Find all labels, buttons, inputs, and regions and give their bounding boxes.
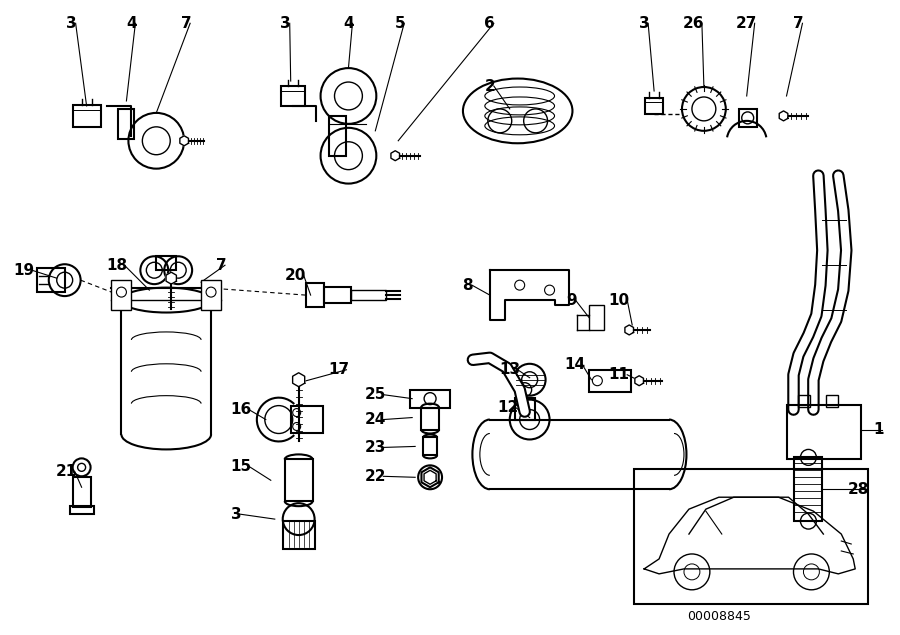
- Polygon shape: [779, 111, 788, 121]
- Text: 1: 1: [873, 422, 884, 437]
- Text: 10: 10: [608, 293, 630, 307]
- Text: 3: 3: [281, 16, 291, 30]
- Text: 00008845: 00008845: [687, 610, 751, 623]
- Bar: [119, 109, 134, 139]
- Text: 18: 18: [106, 258, 127, 272]
- Polygon shape: [424, 471, 436, 485]
- Polygon shape: [625, 325, 634, 335]
- Text: 27: 27: [736, 16, 758, 30]
- Text: 8: 8: [463, 277, 473, 293]
- Text: 11: 11: [608, 367, 630, 382]
- Bar: [73, 478, 91, 507]
- Text: 19: 19: [14, 263, 34, 277]
- Polygon shape: [166, 272, 176, 284]
- Bar: [423, 438, 437, 455]
- Text: 3: 3: [230, 507, 241, 521]
- Bar: [37, 268, 65, 292]
- Text: 20: 20: [285, 268, 306, 283]
- Bar: [798, 395, 810, 406]
- Bar: [645, 98, 663, 114]
- Text: 21: 21: [56, 464, 77, 479]
- Bar: [291, 406, 322, 434]
- Bar: [306, 283, 324, 307]
- Polygon shape: [292, 373, 305, 387]
- Polygon shape: [180, 136, 188, 146]
- Text: 25: 25: [364, 387, 386, 402]
- Text: 17: 17: [328, 363, 349, 377]
- Text: 14: 14: [564, 358, 585, 372]
- Bar: [515, 398, 535, 420]
- Bar: [739, 109, 757, 127]
- Bar: [421, 408, 439, 429]
- Bar: [795, 457, 823, 521]
- Text: 4: 4: [343, 16, 354, 30]
- Text: 15: 15: [230, 459, 251, 474]
- Text: 5: 5: [395, 16, 406, 30]
- Text: 3: 3: [639, 16, 650, 30]
- Text: 2: 2: [484, 79, 495, 93]
- Text: 23: 23: [364, 440, 386, 455]
- Bar: [826, 395, 838, 406]
- Polygon shape: [634, 376, 644, 385]
- Text: 9: 9: [566, 293, 577, 307]
- Text: 22: 22: [364, 469, 386, 484]
- Text: 7: 7: [181, 16, 192, 30]
- Text: 4: 4: [126, 16, 137, 30]
- Bar: [73, 105, 101, 127]
- Bar: [157, 257, 176, 271]
- Bar: [634, 469, 868, 604]
- Text: 6: 6: [484, 16, 495, 30]
- Bar: [590, 305, 604, 330]
- Bar: [201, 280, 221, 310]
- Polygon shape: [391, 150, 400, 161]
- Bar: [69, 506, 94, 514]
- Text: 26: 26: [683, 16, 705, 30]
- Text: 24: 24: [364, 412, 386, 427]
- Bar: [351, 290, 386, 300]
- Text: 3: 3: [67, 16, 77, 30]
- Bar: [284, 459, 312, 501]
- Bar: [281, 86, 304, 106]
- Polygon shape: [490, 271, 570, 320]
- Bar: [112, 280, 131, 310]
- Text: 7: 7: [793, 16, 804, 30]
- Text: 13: 13: [500, 363, 520, 377]
- Bar: [328, 116, 346, 156]
- Bar: [410, 390, 450, 408]
- Bar: [590, 370, 631, 392]
- Text: 28: 28: [848, 482, 868, 497]
- Text: 12: 12: [497, 400, 518, 415]
- Polygon shape: [421, 467, 438, 487]
- Text: 16: 16: [230, 402, 251, 417]
- Text: 7: 7: [216, 258, 226, 272]
- Bar: [787, 404, 861, 459]
- Bar: [324, 287, 351, 303]
- Bar: [283, 521, 315, 549]
